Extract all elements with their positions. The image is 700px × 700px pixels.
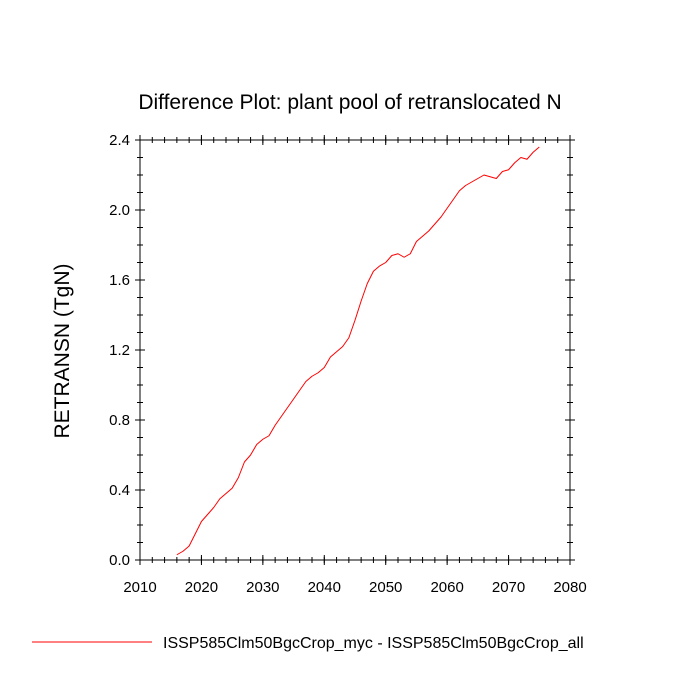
x-tick-label: 2020 [185, 579, 218, 596]
series-layer [176, 146, 540, 556]
legend: ISSP585Clm50BgcCrop_myc - ISSP585Clm50Bg… [32, 635, 584, 652]
x-tick-label: 2080 [553, 579, 586, 596]
y-tick-label: 1.6 [109, 272, 130, 289]
series-line-0 [176, 146, 540, 556]
legend-label: ISSP585Clm50BgcCrop_myc - ISSP585Clm50Bg… [163, 635, 584, 652]
y-tick-label: 0.0 [109, 552, 130, 569]
y-tick-label: 2.0 [109, 202, 130, 219]
x-tick-label: 2030 [246, 579, 279, 596]
y-ticks [135, 139, 575, 561]
x-tick-label: 2010 [123, 579, 156, 596]
x-ticks [139, 135, 571, 565]
chart-title: Difference Plot: plant pool of retranslo… [138, 91, 561, 114]
plot-frame [139, 139, 571, 561]
y-tick-label: 2.4 [109, 132, 130, 149]
x-tick-labels: 2010 2020 2030 2040 2050 2060 2070 2080 [123, 579, 586, 596]
y-tick-labels: 0.0 0.4 0.8 1.2 1.6 2.0 2.4 [109, 132, 130, 569]
x-tick-label: 2070 [492, 579, 525, 596]
y-tick-label: 0.4 [109, 482, 130, 499]
y-axis-label: RETRANSN (TgN) [51, 263, 74, 438]
x-tick-label: 2050 [369, 579, 402, 596]
x-tick-label: 2060 [430, 579, 463, 596]
y-tick-label: 1.2 [109, 342, 130, 359]
x-tick-label: 2040 [308, 579, 341, 596]
y-tick-label: 0.8 [109, 412, 130, 429]
